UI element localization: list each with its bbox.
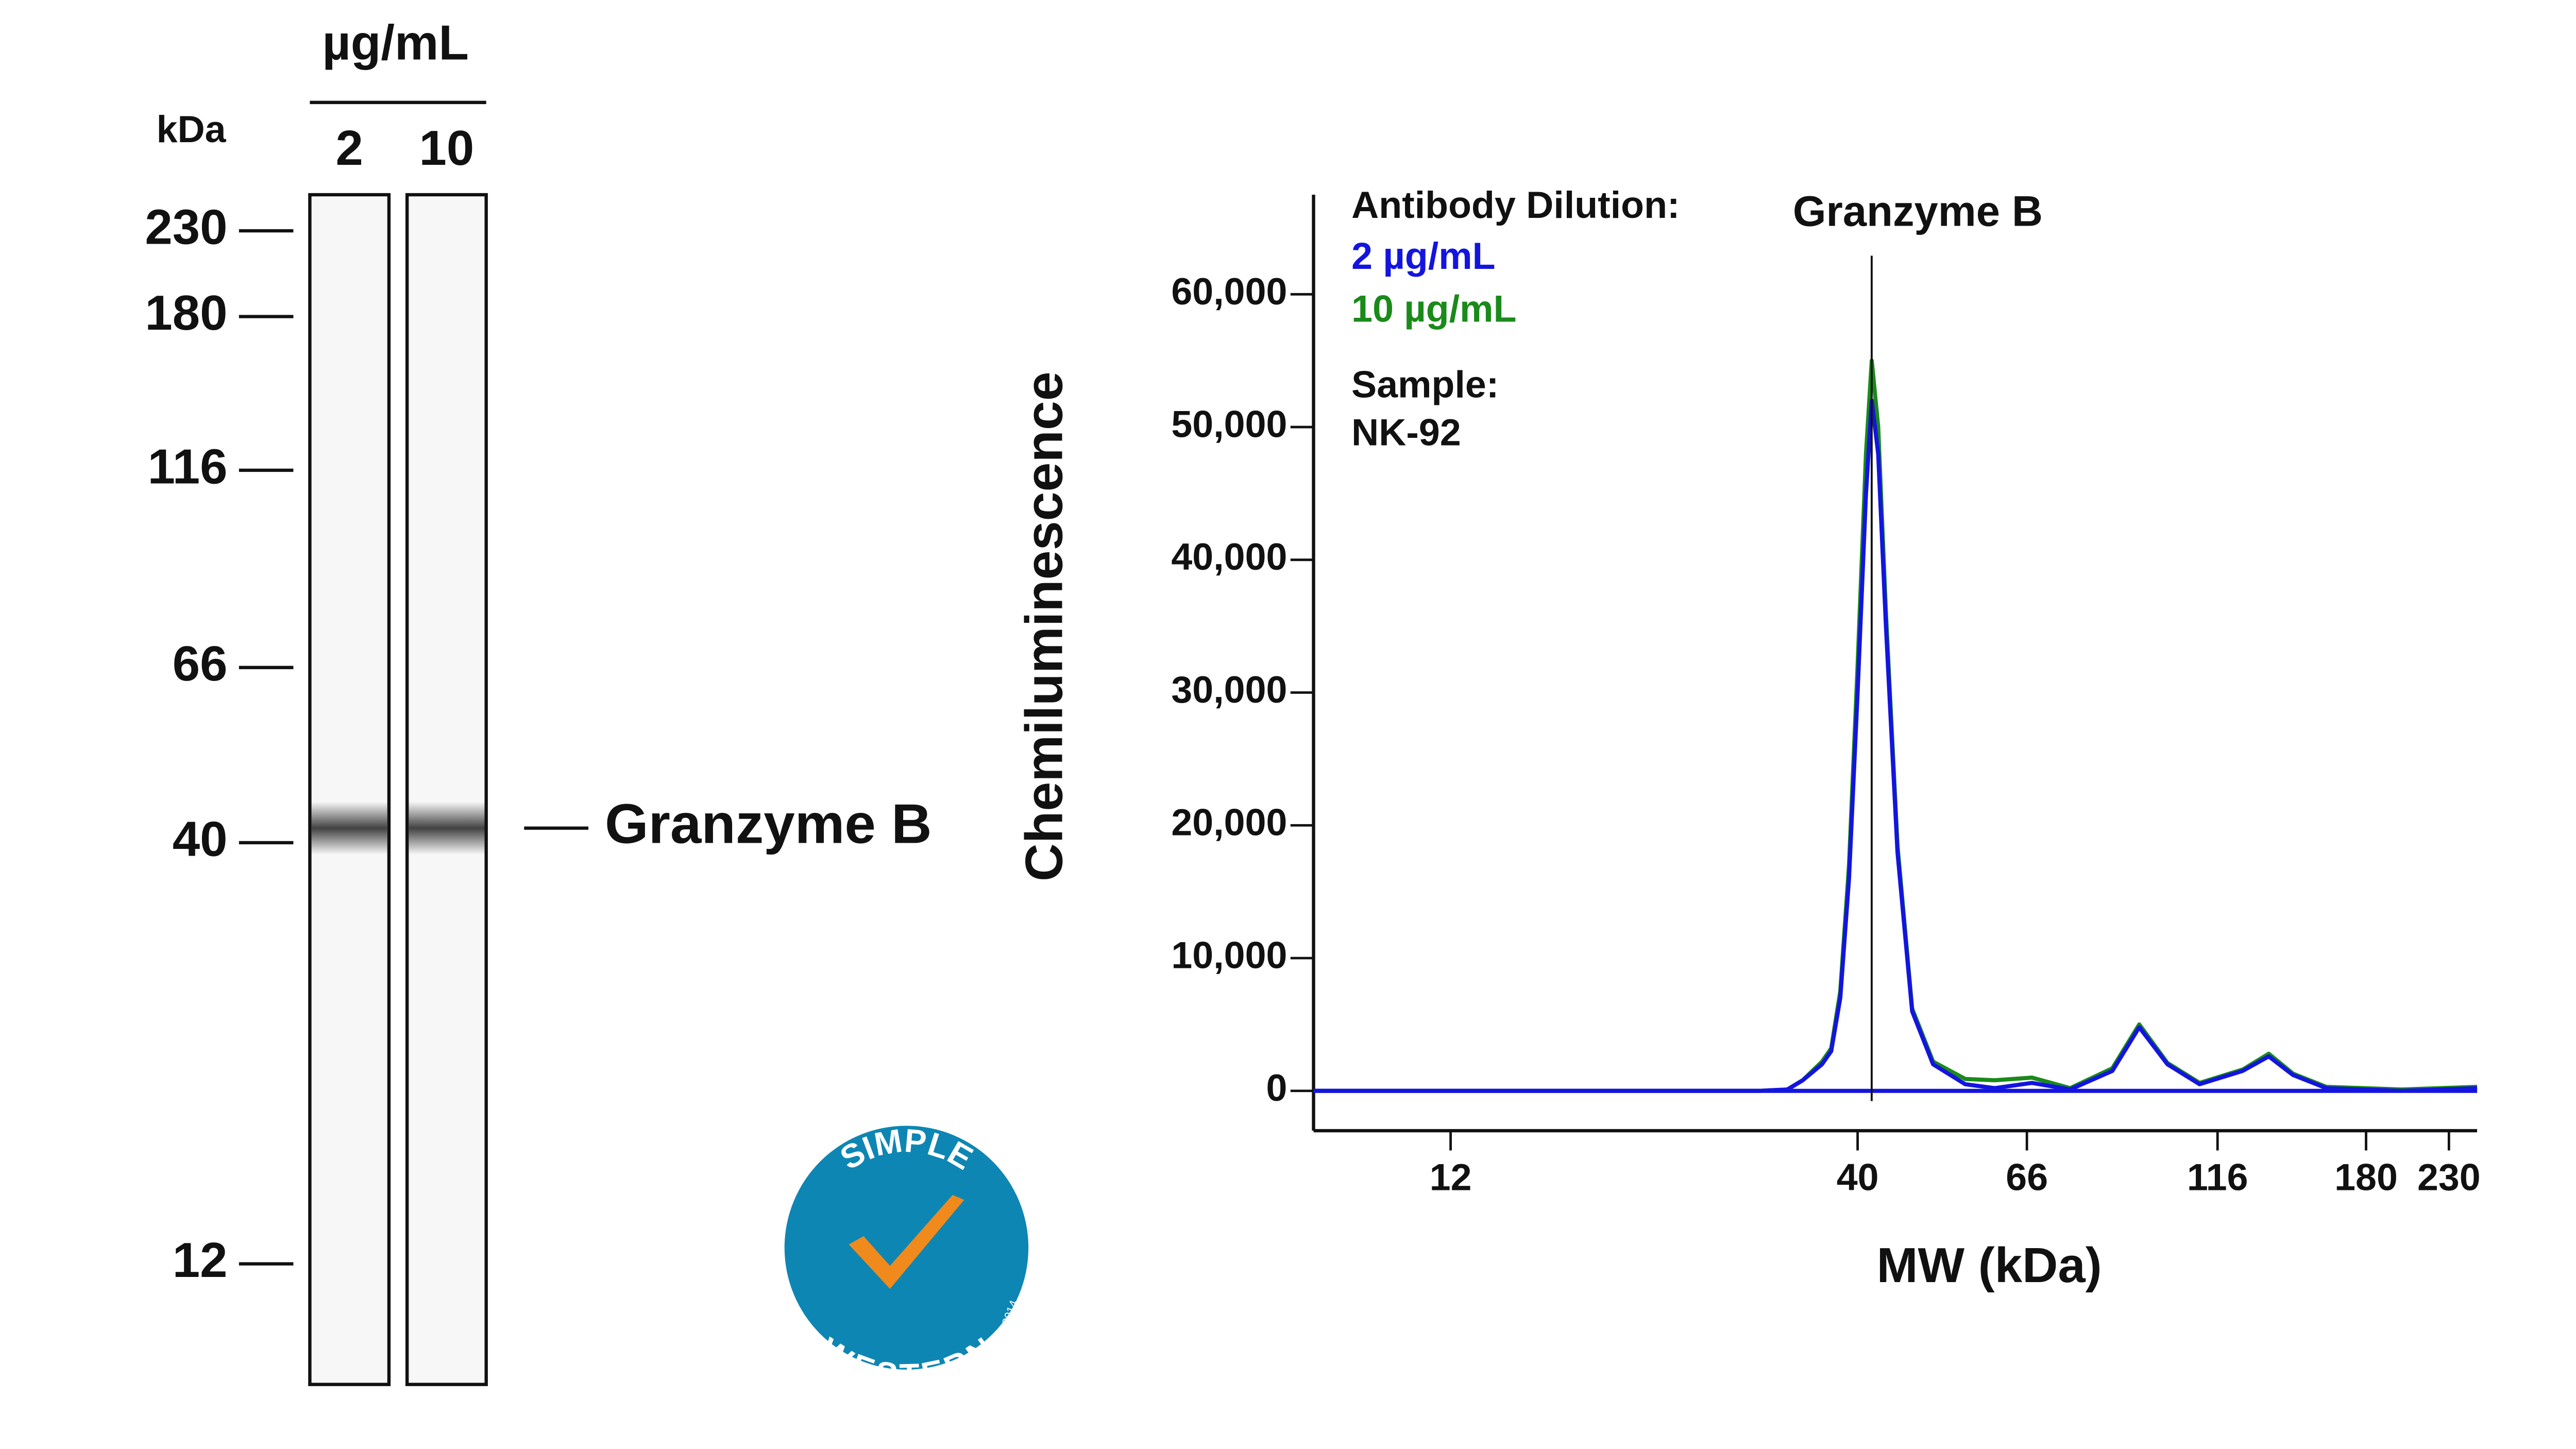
- gel-unit-label: µg/mL: [323, 15, 469, 70]
- logo: SIMPLE WESTERN © 2014: [784, 1122, 1029, 1394]
- marker-label: 116: [148, 439, 228, 494]
- x-tick-label: 66: [2006, 1155, 2048, 1198]
- x-axis-label: MW (kDa): [1877, 1238, 2102, 1293]
- band-label: Granzyme B: [605, 793, 932, 855]
- y-tick-label: 20,000: [1171, 801, 1287, 844]
- series-line: [1313, 398, 2478, 1093]
- marker-label: 66: [173, 636, 228, 691]
- y-axis-label: Chemiluminescence: [1014, 371, 1074, 881]
- series-line: [1313, 359, 2478, 1093]
- gel-band: [311, 802, 387, 855]
- x-tick-label: 40: [1837, 1155, 1879, 1198]
- sample-label: Sample:: [1351, 363, 1499, 406]
- marker-label: 230: [145, 199, 227, 254]
- gel-lane: [308, 193, 391, 1386]
- y-tick-label: 10,000: [1171, 933, 1287, 976]
- y-tick-label: 60,000: [1171, 270, 1287, 313]
- lane-label: 10: [419, 121, 474, 176]
- y-tick-label: 30,000: [1171, 668, 1287, 711]
- marker-label: 40: [173, 811, 228, 866]
- sample-name: NK-92: [1351, 411, 1461, 454]
- legend-title: Antibody Dilution:: [1351, 183, 1680, 226]
- gel-band: [409, 802, 485, 855]
- gel-lane: [405, 193, 488, 1386]
- y-tick-label: 40,000: [1171, 535, 1287, 578]
- marker-label: 12: [173, 1233, 228, 1288]
- x-tick-label: 180: [2334, 1155, 2398, 1198]
- lane-label: 2: [335, 121, 363, 176]
- legend-entry: 2 µg/mL: [1351, 234, 1495, 277]
- y-tick-label: 0: [1266, 1066, 1287, 1109]
- marker-label: 180: [145, 285, 227, 340]
- y-tick-label: 50,000: [1171, 402, 1287, 445]
- gel-mw-label: kDa: [157, 108, 227, 150]
- annotation-label: Granzyme B: [1793, 187, 2043, 235]
- logo-check: [849, 1195, 964, 1289]
- x-tick-label: 230: [2417, 1155, 2481, 1198]
- x-tick-label: 116: [2187, 1155, 2248, 1198]
- legend-entry: 10 µg/mL: [1351, 287, 1516, 330]
- x-tick-label: 12: [1430, 1155, 1472, 1198]
